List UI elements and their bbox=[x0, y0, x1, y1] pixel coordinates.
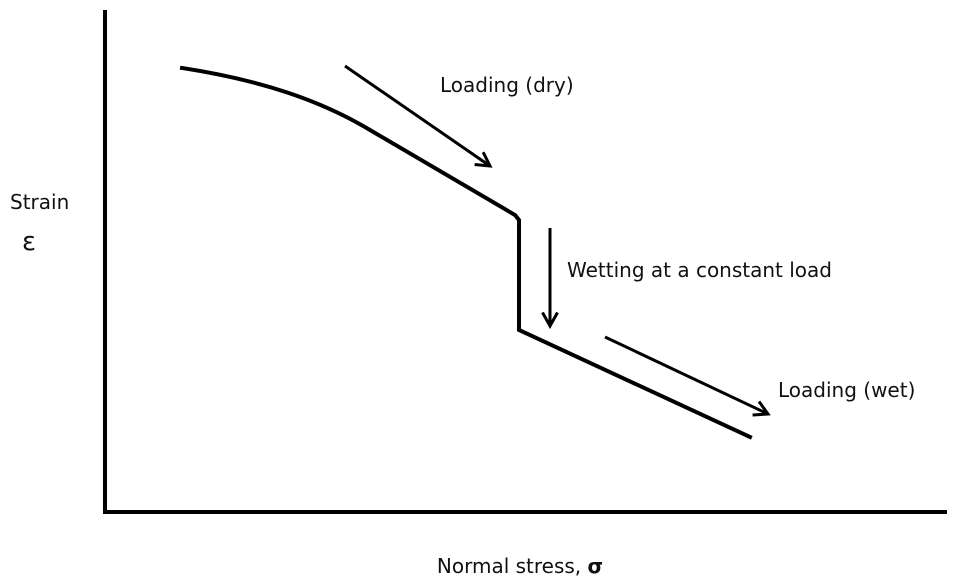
annotation: Wetting at a constant load bbox=[567, 258, 832, 282]
x-axis-symbol: σ bbox=[588, 554, 604, 577]
arrow-wet bbox=[604, 335, 768, 414]
annotation: Loading (dry) bbox=[440, 73, 574, 97]
y-axis-symbol: ε bbox=[22, 227, 36, 257]
strain-curve bbox=[179, 65, 753, 440]
annotation: Loading (wet) bbox=[778, 378, 915, 402]
x-axis-label: Normal stress, σ bbox=[437, 554, 603, 577]
y-axis-label: Strain bbox=[10, 190, 69, 214]
arrow-dry bbox=[344, 64, 490, 166]
x-axis-text: Normal stress, bbox=[437, 554, 581, 577]
